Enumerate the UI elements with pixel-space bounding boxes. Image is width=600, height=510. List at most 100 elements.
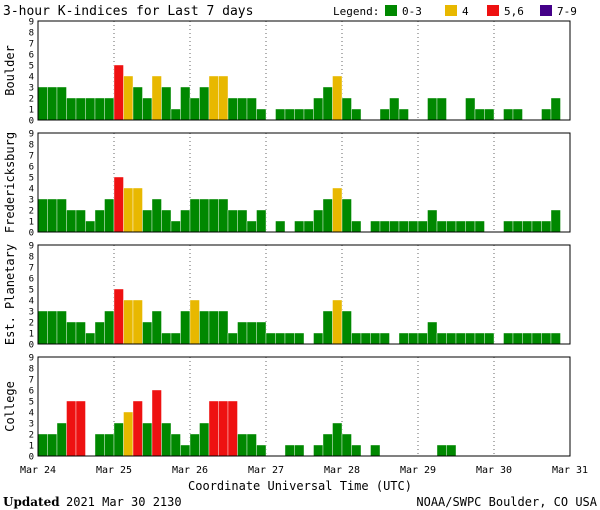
k-index-bar: [446, 220, 457, 233]
k-index-bar: [123, 411, 134, 457]
x-tick-label: Mar 31: [552, 465, 588, 476]
k-index-bar: [94, 97, 105, 121]
y-tick-label: 0: [29, 229, 34, 239]
panel-frame: [37, 132, 571, 233]
k-index-bar: [484, 332, 495, 345]
y-tick-label: 8: [29, 253, 34, 263]
legend-label: 5,6: [504, 5, 524, 18]
k-index-bar: [227, 209, 238, 233]
k-index-bar: [66, 321, 77, 345]
k-index-bar: [113, 422, 124, 457]
k-index-bar: [522, 220, 533, 233]
legend-label: 0-3: [402, 5, 422, 18]
k-index-bar: [465, 220, 476, 233]
k-index-bar: [351, 444, 362, 457]
k-index-bar: [246, 321, 257, 345]
k-index-bar: [303, 108, 314, 121]
k-index-bar: [303, 220, 314, 233]
k-index-bar: [66, 209, 77, 233]
y-tick-label: 0: [29, 117, 34, 127]
k-index-bar: [275, 108, 286, 121]
k-index-bar: [66, 97, 77, 121]
k-index-bar: [132, 187, 143, 233]
y-tick-label: 3: [29, 84, 34, 94]
k-index-bar: [313, 97, 324, 121]
y-tick-label: 4: [29, 297, 34, 307]
k-index-bar: [237, 209, 248, 233]
k-index-bar: [218, 400, 229, 457]
legend-title: Legend:: [333, 5, 379, 18]
k-index-bar: [142, 97, 153, 121]
k-index-bar: [512, 332, 523, 345]
legend-swatch: [385, 5, 397, 16]
k-index-bar: [474, 108, 485, 121]
k-index-bar: [151, 75, 162, 121]
y-tick-label: 4: [29, 73, 34, 83]
y-tick-label: 0: [29, 453, 34, 463]
k-index-bar: [332, 187, 343, 233]
k-index-bar: [417, 220, 428, 233]
y-tick-label: 8: [29, 29, 34, 39]
k-index-bar: [180, 209, 191, 233]
y-tick-label: 6: [29, 275, 34, 285]
legend-swatch: [445, 5, 457, 16]
k-index-bar: [237, 433, 248, 457]
y-tick-label: 9: [29, 130, 34, 140]
k-index-bar: [427, 97, 438, 121]
k-index-bar: [322, 310, 333, 345]
k-index-bar: [180, 86, 191, 121]
y-tick-label: 8: [29, 365, 34, 375]
x-tick-label: Mar 27: [248, 465, 284, 476]
k-index-bar: [446, 444, 457, 457]
k-index-bar: [550, 209, 561, 233]
y-tick-label: 7: [29, 152, 34, 162]
k-index-bar: [284, 332, 295, 345]
k-index-bar: [170, 108, 181, 121]
k-index-bar: [75, 321, 86, 345]
y-tick-label: 4: [29, 185, 34, 195]
legend-label: 4: [462, 5, 469, 18]
k-index-bar: [180, 444, 191, 457]
x-tick-label: Mar 30: [476, 465, 512, 476]
k-index-bar: [465, 332, 476, 345]
k-index-bar: [132, 86, 143, 121]
k-index-bar: [37, 86, 48, 121]
k-index-bar: [199, 198, 210, 233]
k-index-bar: [313, 444, 324, 457]
y-tick-label: 2: [29, 431, 34, 441]
k-index-bar: [208, 400, 219, 457]
station-label: Boulder: [3, 45, 17, 96]
y-tick-label: 6: [29, 51, 34, 61]
y-tick-label: 2: [29, 207, 34, 217]
k-index-bar: [151, 198, 162, 233]
k-index-bar: [436, 444, 447, 457]
k-index-bar: [379, 108, 390, 121]
x-axis-label: Coordinate Universal Time (UTC): [188, 479, 412, 493]
k-index-bar: [142, 321, 153, 345]
k-index-bar: [47, 433, 58, 457]
k-index-bar: [389, 220, 400, 233]
k-index-bar: [132, 400, 143, 457]
k-index-bar: [503, 108, 514, 121]
k-index-bar: [75, 209, 86, 233]
k-index-bar: [104, 433, 115, 457]
y-tick-label: 9: [29, 18, 34, 28]
y-tick-label: 8: [29, 141, 34, 151]
y-tick-label: 5: [29, 62, 34, 72]
k-index-bar: [436, 97, 447, 121]
k-index-bar: [427, 209, 438, 233]
k-index-bar: [370, 444, 381, 457]
y-tick-label: 9: [29, 354, 34, 364]
k-index-bar: [37, 433, 48, 457]
k-index-bar: [161, 209, 172, 233]
k-index-bar: [56, 310, 67, 345]
k-index-bar: [218, 198, 229, 233]
y-tick-label: 4: [29, 409, 34, 419]
k-index-bar: [227, 97, 238, 121]
k-index-bar: [104, 310, 115, 345]
k-index-bar: [104, 198, 115, 233]
k-index-bar: [474, 220, 485, 233]
